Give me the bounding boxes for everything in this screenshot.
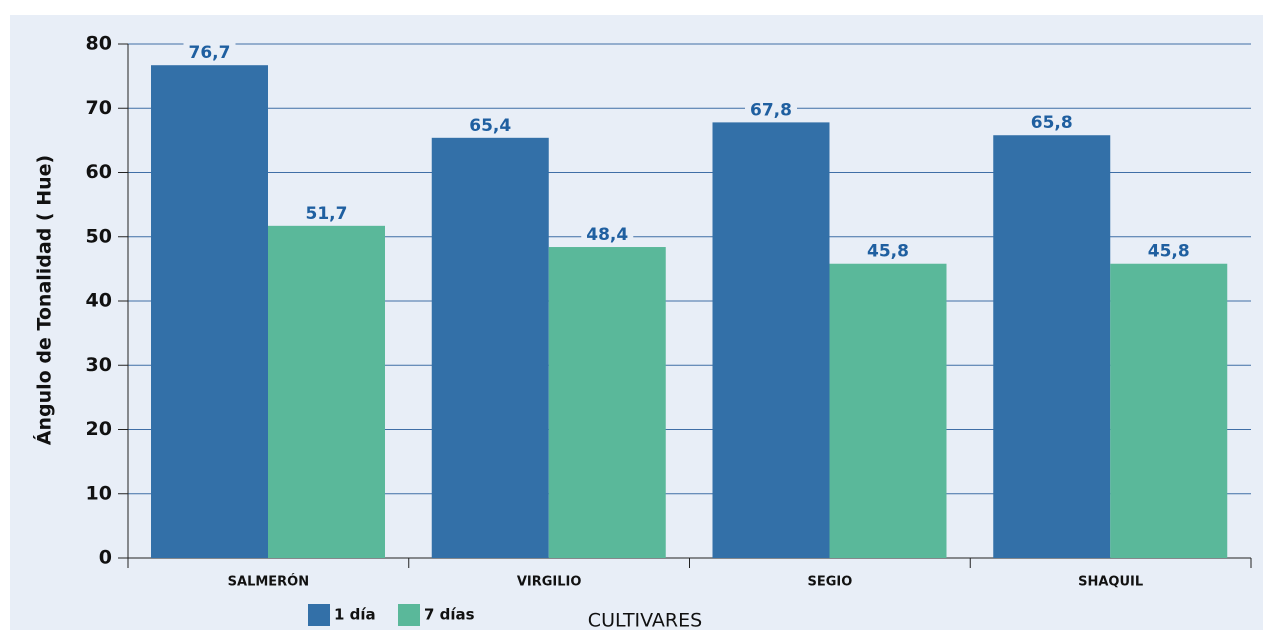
y-axis-label: Ángulo de Tonalidad ( Hue)	[33, 155, 56, 445]
value-label-bg	[581, 225, 634, 246]
bar	[712, 122, 830, 558]
bar	[151, 65, 268, 558]
y-tick-label: 80	[86, 33, 112, 55]
value-label: 76,7	[189, 43, 231, 63]
x-tick-label: VIRGILIO	[517, 575, 582, 590]
value-label: 45,8	[1148, 242, 1190, 262]
y-tick-label: 0	[99, 547, 112, 569]
value-label-bg	[862, 241, 914, 262]
value-label: 65,4	[469, 116, 511, 136]
bar	[993, 135, 1111, 559]
value-label: 65,8	[1031, 113, 1073, 133]
value-label-bg	[1142, 241, 1195, 262]
x-tick-label: SEGIO	[807, 575, 852, 590]
bar	[268, 225, 385, 558]
x-axis-label: CULTIVARES	[588, 610, 702, 630]
x-tick-label: SHAQUIL	[1078, 575, 1143, 590]
bar	[829, 263, 947, 558]
y-tick-label: 40	[86, 290, 112, 312]
value-label-bg	[300, 203, 353, 224]
value-label-bg	[745, 100, 797, 121]
y-tick-label: 10	[86, 482, 112, 504]
value-label-bg	[183, 43, 236, 64]
y-tick-label: 70	[86, 97, 112, 119]
legend-label: 7 días	[424, 606, 475, 624]
legend-label: 1 día	[334, 606, 376, 624]
y-tick-label: 60	[86, 161, 112, 183]
value-label: 67,8	[750, 100, 792, 120]
value-label: 51,7	[306, 204, 348, 224]
value-label: 45,8	[867, 242, 909, 262]
value-label-bg	[464, 115, 517, 136]
legend-swatch	[398, 604, 420, 626]
y-tick-label: 20	[86, 418, 112, 440]
legend-swatch	[308, 604, 330, 626]
bar	[431, 137, 549, 558]
bar	[548, 247, 666, 558]
value-label-bg	[1025, 113, 1078, 134]
y-tick-label: 50	[86, 225, 112, 247]
value-label: 48,4	[586, 225, 628, 245]
x-tick-label: SALMERÓN	[228, 574, 309, 590]
y-tick-label: 30	[86, 354, 112, 376]
bar	[1110, 263, 1228, 558]
